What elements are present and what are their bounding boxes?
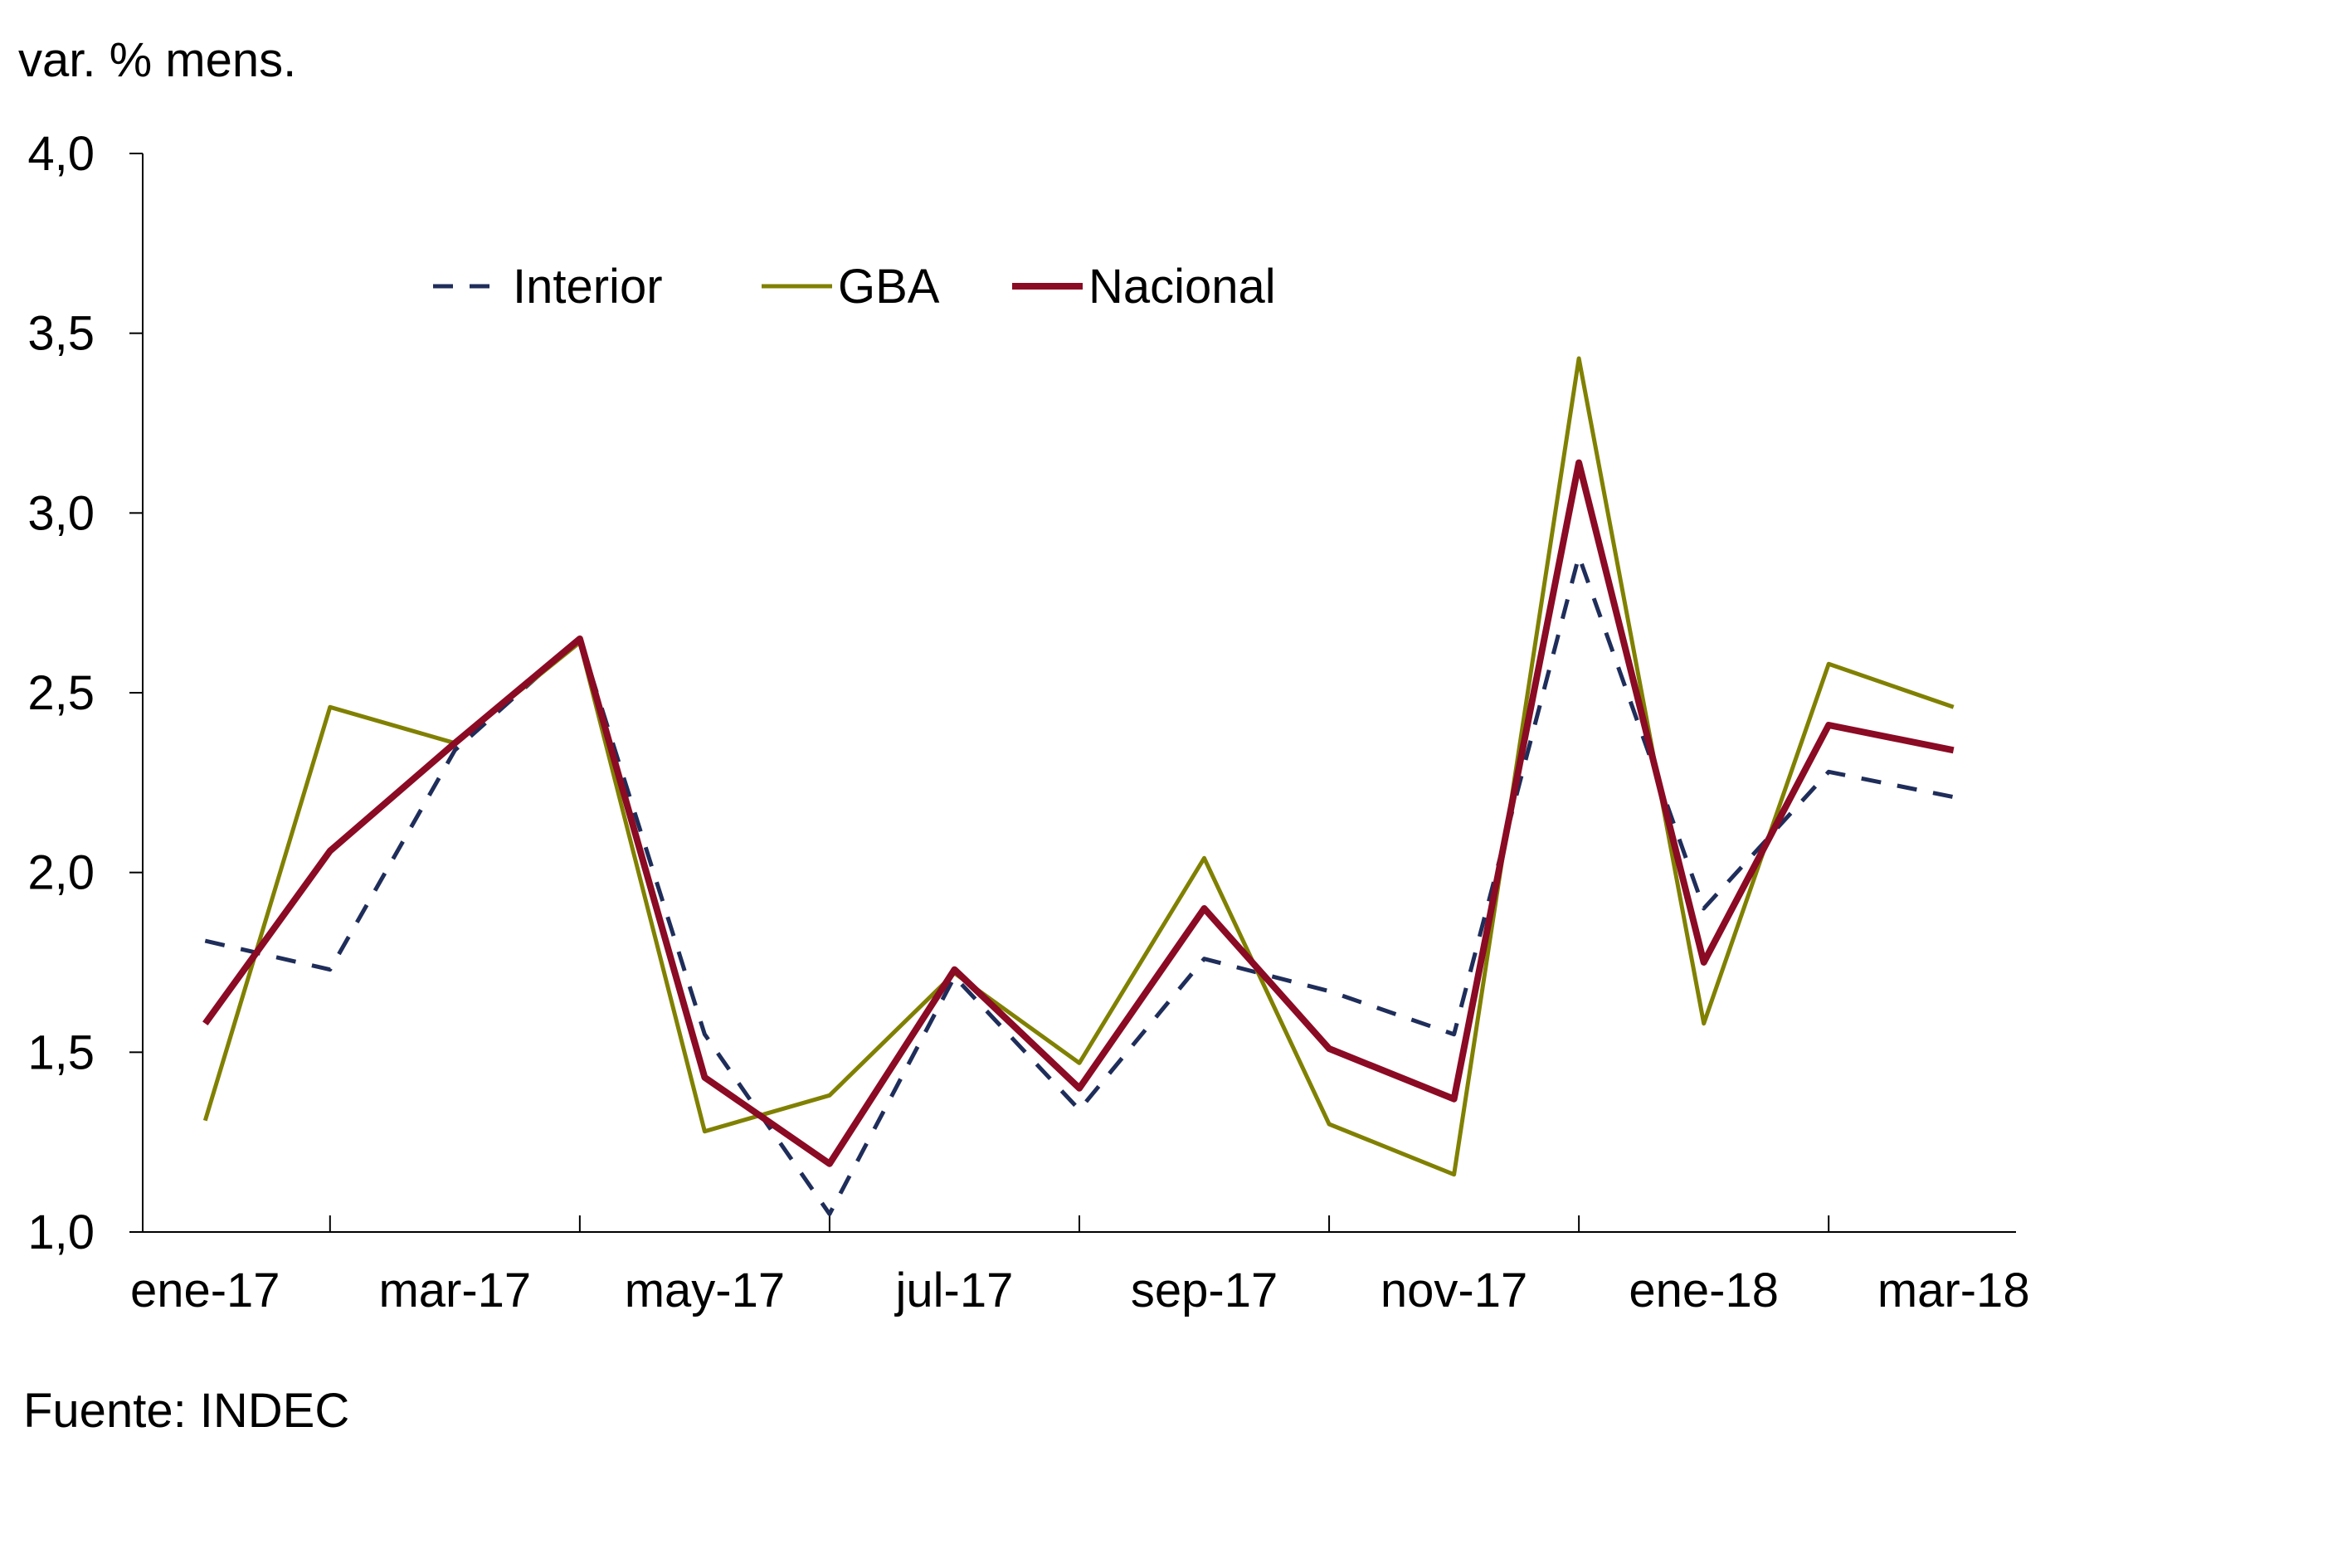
x-tick-label: mar-17: [378, 1264, 531, 1317]
series-line-gba: [202, 356, 1955, 1177]
y-tick-label: 3,0: [27, 486, 95, 540]
x-tick-label: nov-17: [1381, 1264, 1527, 1317]
x-tick-label: mar-18: [1877, 1264, 2030, 1317]
y-tick-label: 1,5: [27, 1025, 95, 1079]
series-line-nacional: [202, 459, 1955, 1167]
axes: [142, 153, 2016, 1233]
y-axis-unit-label: var. % mens.: [18, 33, 296, 87]
x-tick-label: ene-18: [1629, 1264, 1779, 1317]
y-tick-label: 4,0: [27, 127, 95, 181]
x-tick-label: sep-17: [1131, 1264, 1278, 1317]
y-tick-label: 2,5: [27, 666, 95, 720]
x-axis-ticks: ene-17 mar-17 may-17 jul-17 sep-17 nov-17 ene-…: [130, 1215, 2030, 1317]
x-tick-label: ene-17: [130, 1264, 280, 1317]
legend: Interior GBA Nacional: [433, 260, 1276, 314]
legend-label-nacional: Nacional: [1088, 260, 1276, 314]
x-tick-label: jul-17: [894, 1264, 1014, 1317]
y-tick-label: 3,5: [27, 307, 95, 361]
x-tick-label: may-17: [625, 1264, 785, 1317]
y-axis-ticks: 1,0 1,5 2,0 2,5 3,0 3,5 4,0: [27, 127, 143, 1259]
legend-label-gba: GBA: [838, 260, 940, 314]
source-note: Fuente: INDEC: [23, 1384, 349, 1438]
legend-label-interior: Interior: [513, 260, 663, 314]
series-line-interior: [204, 553, 1955, 1216]
y-tick-label: 2,0: [27, 846, 95, 900]
series-lines: [202, 356, 1955, 1216]
y-tick-label: 1,0: [27, 1205, 95, 1259]
